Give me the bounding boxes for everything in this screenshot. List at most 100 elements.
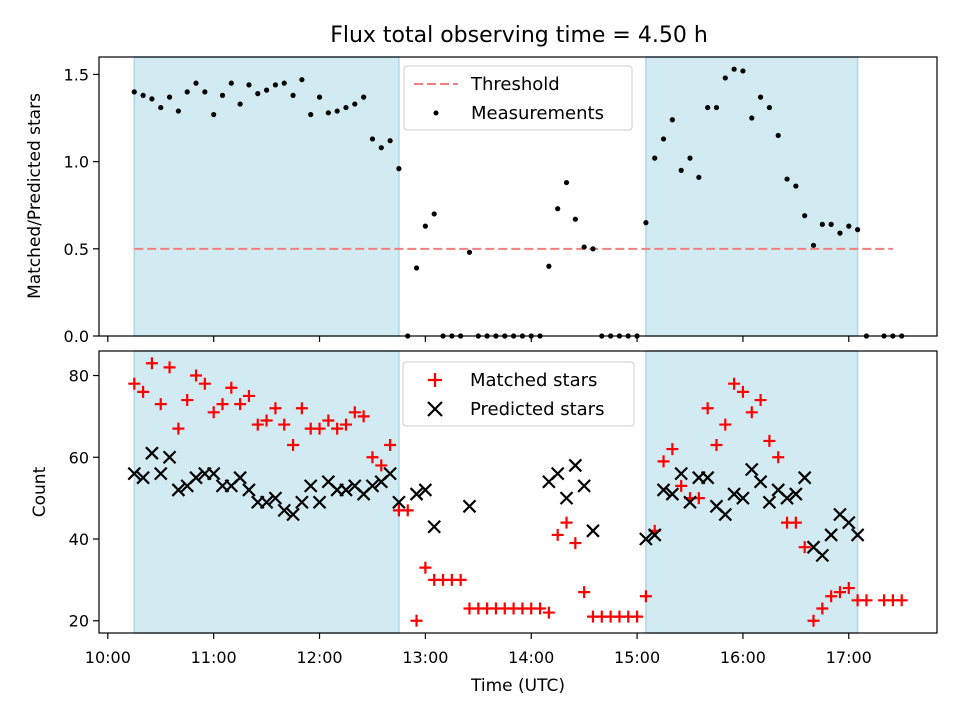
- predicted-star-point: [127, 466, 142, 481]
- measurement-point: [369, 136, 376, 142]
- predicted-star-point: [789, 487, 803, 501]
- bottom-legend-box: [402, 361, 635, 427]
- predicted-star-point: [586, 524, 600, 538]
- measurement-point: [828, 221, 834, 227]
- matched-star-point: [366, 451, 379, 464]
- measurement-point: [246, 82, 252, 88]
- x-tick-label: 17:00: [826, 648, 872, 667]
- predicted-star-point: [462, 499, 477, 514]
- measurement-point: [272, 82, 279, 88]
- matched-star-point: [745, 406, 758, 419]
- predicted-star-point: [277, 503, 292, 518]
- measurement-point: [422, 223, 428, 229]
- matched-star-point: [287, 439, 300, 451]
- matched-star-point: [190, 369, 203, 382]
- matched-star-point: [419, 561, 432, 574]
- matched-star-point: [534, 602, 547, 615]
- measurement-point: [837, 230, 843, 236]
- measurement-point: [131, 89, 137, 95]
- measurement-point: [572, 216, 578, 222]
- bottom-legend: Matched stars Predicted stars: [402, 361, 635, 427]
- predicted-star-point: [824, 528, 838, 542]
- predicted-star-point: [145, 446, 159, 460]
- predicted-star-point: [162, 450, 177, 465]
- matched-star-point: [666, 443, 679, 456]
- measurement-point: [722, 75, 728, 81]
- predicted-star-point: [189, 470, 203, 485]
- measurement-point: [855, 227, 861, 233]
- x-tick-label: 11:00: [191, 648, 237, 667]
- measurement-point: [211, 111, 217, 118]
- top-y-axis-label: Matched/Predicted stars: [25, 93, 45, 299]
- matched-star-point: [295, 402, 308, 415]
- matched-star-point: [542, 606, 555, 619]
- matched-star-point: [348, 406, 361, 419]
- measurement-point: [555, 206, 561, 212]
- top-panel: 0.0 0.5 1.0 1.5 Matched/Predicted stars Thr…: [25, 56, 938, 346]
- predicted-star-point: [392, 495, 406, 509]
- predicted-star-point: [233, 470, 247, 485]
- top-x-ticks: [107, 336, 850, 342]
- matched-star-point: [569, 537, 582, 550]
- measurement-point: [334, 108, 340, 114]
- predicted-star-point: [683, 495, 697, 509]
- matched-star-point: [763, 434, 776, 447]
- matched-star-point: [401, 504, 414, 517]
- predicted-star-point: [850, 528, 865, 542]
- matched-star-point: [728, 377, 741, 390]
- observing-window-shade: [645, 56, 859, 337]
- threshold-legend-label: Threshold: [470, 74, 560, 95]
- bottom-y-axis-label: Count: [30, 466, 50, 517]
- matched-star-point: [719, 418, 732, 431]
- matched-star-point: [454, 573, 467, 586]
- matched-star-point: [225, 381, 238, 394]
- matched-star-point: [816, 602, 829, 615]
- predicted-star-point: [242, 483, 256, 497]
- matched-star-point: [560, 516, 573, 529]
- measurement-point: [316, 94, 323, 100]
- measurement-point: [166, 94, 173, 100]
- predicted-star-point: [427, 519, 441, 534]
- predicted-star-point: [674, 466, 688, 481]
- measurement-point: [413, 265, 420, 271]
- measurement-point: [290, 92, 296, 98]
- predicted-star-point: [842, 515, 856, 530]
- measurement-point: [678, 167, 684, 173]
- measurement-point: [158, 104, 164, 111]
- measurement-point: [202, 89, 208, 95]
- matched-star-point: [833, 586, 846, 599]
- measurement-point: [757, 94, 764, 100]
- matched-star-point: [701, 402, 714, 415]
- measurement-point: [255, 91, 261, 97]
- matched-star-point: [269, 402, 282, 415]
- measurement-point: [228, 80, 234, 86]
- matched-star-point: [657, 455, 670, 468]
- predicted-star-point: [647, 528, 662, 542]
- matched-star-point: [410, 614, 423, 627]
- measurement-point: [175, 108, 181, 114]
- observing-window-shade: [133, 56, 400, 337]
- matched-star-point: [137, 385, 150, 398]
- measurement-point: [652, 155, 658, 161]
- predicted-star-point: [577, 479, 591, 493]
- measurement-point: [219, 92, 226, 98]
- predicted-star-point: [295, 495, 309, 509]
- measurement-point: [361, 94, 367, 100]
- measurement-point: [264, 87, 270, 93]
- measurement-point: [766, 104, 773, 111]
- measurement-point: [846, 223, 852, 229]
- y-tick-label: 40: [69, 530, 89, 549]
- x-tick-label: 15:00: [614, 648, 660, 667]
- matched-star-point: [322, 414, 335, 427]
- x-tick-label: 10:00: [85, 648, 131, 667]
- measurement-point: [343, 104, 349, 111]
- measurement-point: [387, 138, 393, 144]
- top-legend-box: [403, 65, 633, 131]
- observing-window-shade: [645, 350, 859, 634]
- predicted-star-point: [568, 458, 583, 473]
- matched-star-point: [216, 398, 229, 411]
- matched-star-point: [331, 422, 344, 435]
- measurement-point: [784, 176, 790, 182]
- predicted-star-point: [303, 479, 318, 493]
